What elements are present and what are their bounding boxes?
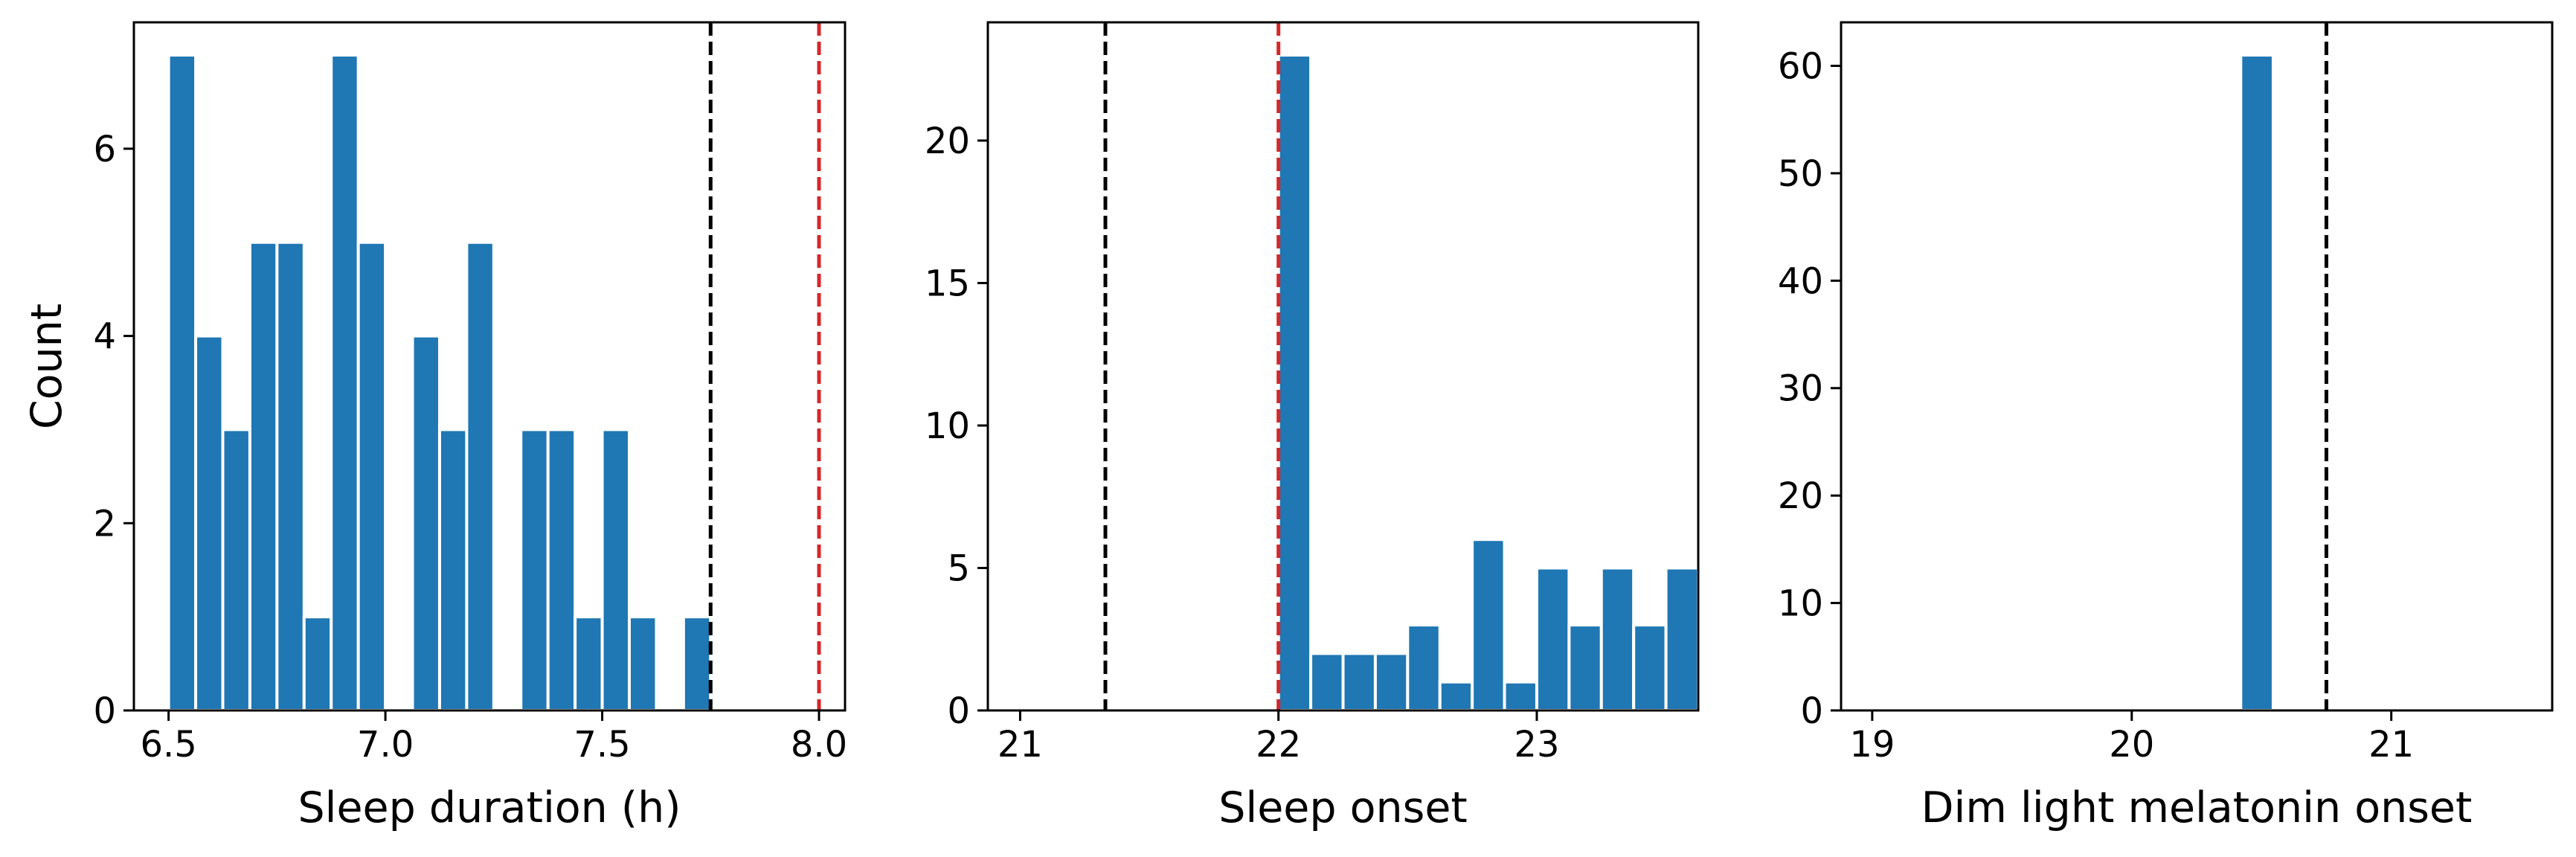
x-tick-label: 8.0 bbox=[791, 724, 847, 765]
histogram-bar bbox=[1309, 652, 1345, 712]
histogram-bar bbox=[1341, 652, 1377, 712]
histogram-bar bbox=[1567, 623, 1603, 712]
histogram-bar bbox=[546, 428, 577, 712]
y-tick-label: 10 bbox=[925, 405, 970, 447]
histogram-bar bbox=[1438, 680, 1474, 712]
y-tick-label: 0 bbox=[1800, 690, 1823, 732]
x-tick-label: 22 bbox=[1256, 724, 1301, 765]
histogram-bar bbox=[275, 240, 306, 712]
histogram-bar bbox=[600, 428, 631, 712]
histogram-bar bbox=[1664, 566, 1700, 712]
histogram-bar bbox=[1406, 623, 1442, 712]
histogram-bar bbox=[465, 240, 495, 712]
histogram-bar bbox=[1276, 54, 1313, 713]
x-tick-label: 19 bbox=[1849, 724, 1895, 765]
axes-frame bbox=[132, 21, 847, 712]
y-tick-label: 50 bbox=[1778, 153, 1823, 195]
histogram-bar bbox=[411, 334, 441, 712]
histogram-bar bbox=[330, 54, 360, 713]
histogram-bar bbox=[574, 615, 604, 712]
histogram-bar bbox=[194, 334, 225, 712]
y-tick-label: 40 bbox=[1778, 260, 1823, 302]
histogram-bar bbox=[437, 428, 469, 712]
y-axis-label: Count bbox=[22, 304, 71, 429]
x-tick-label: 21 bbox=[998, 724, 1043, 765]
x-axis-label: Sleep onset bbox=[1218, 783, 1468, 832]
histogram-bar bbox=[302, 615, 333, 712]
histogram-bar bbox=[356, 240, 388, 712]
histogram-bar bbox=[1632, 623, 1668, 712]
y-tick-label: 20 bbox=[1778, 475, 1823, 517]
histogram-bar bbox=[1535, 566, 1571, 712]
y-tick-label: 5 bbox=[947, 548, 970, 589]
chart-panel-2: 21 22 23 0 5 10 15 20 Sleep onset bbox=[925, 21, 1700, 832]
chart-panel-1: 6.5 7.0 7.5 8.0 0 2 4 6 Sleep duration (h) Count bbox=[22, 21, 847, 832]
axes-frame bbox=[986, 21, 1700, 712]
histogram-bar bbox=[167, 54, 198, 713]
histogram-bar bbox=[627, 615, 658, 712]
histogram-bar bbox=[1373, 652, 1410, 712]
x-tick-label: 7.0 bbox=[357, 724, 414, 765]
histogram-bar bbox=[1599, 566, 1636, 712]
x-tick-label: 21 bbox=[2368, 724, 2414, 765]
y-tick-label: 20 bbox=[925, 121, 970, 162]
histogram-bar bbox=[221, 428, 251, 712]
histogram-bar bbox=[681, 615, 713, 712]
y-tick-label: 15 bbox=[925, 263, 970, 304]
y-tick-label: 2 bbox=[93, 503, 116, 545]
y-tick-label: 4 bbox=[93, 316, 116, 358]
x-tick-label: 6.5 bbox=[140, 724, 196, 765]
y-tick-label: 60 bbox=[1778, 45, 1823, 87]
y-tick-label: 0 bbox=[947, 690, 970, 732]
x-tick-label: 7.5 bbox=[574, 724, 630, 765]
x-tick-label: 20 bbox=[2109, 724, 2154, 765]
y-tick-label: 6 bbox=[93, 129, 116, 170]
chart-panel-3: 19 20 21 0 10 20 30 40 50 60 Dim light melatonin o… bbox=[1778, 21, 2554, 832]
y-tick-label: 10 bbox=[1778, 583, 1823, 625]
x-tick-label: 23 bbox=[1514, 724, 1559, 765]
x-axis-label: Dim light melatonin onset bbox=[1921, 783, 2473, 832]
x-axis-label: Sleep duration (h) bbox=[298, 783, 681, 832]
histogram-bar bbox=[1503, 680, 1538, 712]
histogram-bar bbox=[2239, 54, 2275, 713]
y-tick-label: 30 bbox=[1778, 368, 1823, 410]
axes-frame bbox=[1840, 21, 2554, 712]
histogram-bar bbox=[1471, 538, 1506, 712]
histogram-bar bbox=[248, 240, 279, 712]
histogram-bar bbox=[519, 428, 550, 712]
y-tick-label: 0 bbox=[93, 690, 116, 732]
